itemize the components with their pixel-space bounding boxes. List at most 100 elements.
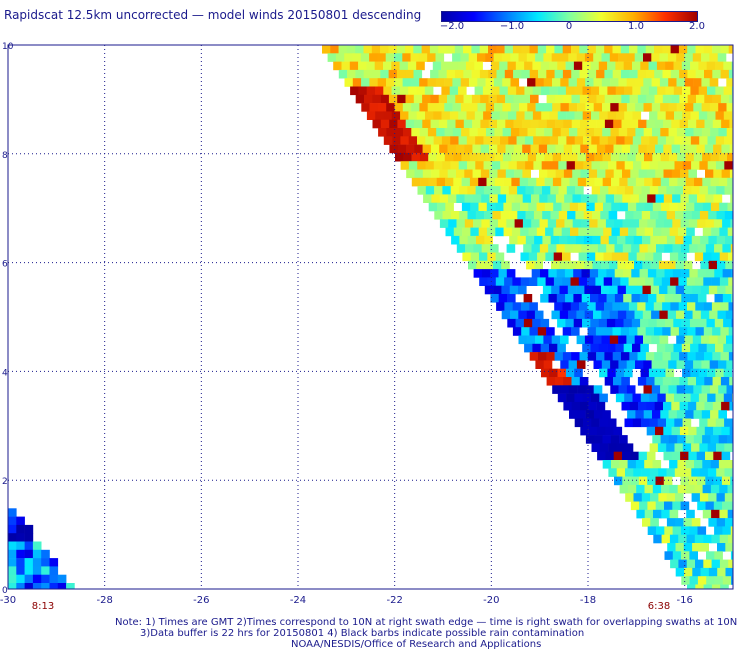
swath-cell xyxy=(647,501,656,511)
swath-cell xyxy=(724,186,734,195)
swath-cell xyxy=(688,451,697,461)
swath-cell xyxy=(641,186,651,195)
swath-cell xyxy=(691,518,701,527)
swath-cell xyxy=(528,227,538,237)
swath-cell xyxy=(642,518,651,527)
swath-cell xyxy=(608,161,617,170)
swath-cell xyxy=(671,451,681,461)
swath-cell xyxy=(463,69,472,79)
swath-cell xyxy=(699,443,708,452)
swath-cell xyxy=(543,360,553,369)
swath-cell xyxy=(564,219,573,228)
swath-cell xyxy=(683,235,693,245)
swath-cell xyxy=(358,86,367,96)
swath-cell xyxy=(413,69,423,79)
swath-cell xyxy=(714,576,724,585)
swath-cell xyxy=(496,302,505,311)
swath-cell xyxy=(613,426,623,436)
swath-cell xyxy=(424,86,434,96)
swath-cell xyxy=(725,543,734,552)
swath-cell xyxy=(718,410,727,419)
swath-cell xyxy=(565,368,575,378)
swath-cell xyxy=(612,277,621,286)
swath-cell xyxy=(687,119,697,129)
swath-cell xyxy=(582,343,591,353)
swath-cell xyxy=(619,227,629,237)
swath-cell xyxy=(689,576,699,585)
swath-cell xyxy=(543,53,552,62)
swath-cell xyxy=(563,377,572,386)
swath-cell xyxy=(499,61,508,71)
swath-cell xyxy=(598,294,607,303)
swath-cell xyxy=(647,269,657,278)
swath-cell xyxy=(627,152,636,162)
swath-cell xyxy=(448,219,457,228)
swath-cell xyxy=(605,169,614,179)
swath-cell xyxy=(618,335,627,345)
swath-cell xyxy=(419,152,429,162)
swath-cell xyxy=(411,177,421,187)
swath-cell xyxy=(551,285,560,295)
swath-cell xyxy=(592,211,601,220)
swath-cell xyxy=(436,103,445,112)
swath-cell xyxy=(615,86,625,96)
swath-cell xyxy=(562,45,572,54)
swath-cell xyxy=(701,128,711,137)
swath-cell xyxy=(519,128,528,137)
swath-cell xyxy=(677,152,686,162)
swath-cell xyxy=(338,69,348,79)
swath-cell xyxy=(685,410,694,419)
swath-cell xyxy=(541,111,550,120)
swath-cell xyxy=(519,103,528,112)
swath-cell xyxy=(567,260,577,270)
swath-cell xyxy=(630,144,639,154)
swath-cell xyxy=(596,352,605,361)
swath-cell xyxy=(555,119,564,129)
swath-cell xyxy=(681,294,690,303)
swath-cell xyxy=(599,393,608,403)
swath-cell xyxy=(599,136,609,145)
swath-cell xyxy=(729,377,734,386)
swath-cell xyxy=(625,493,634,502)
swath-cell xyxy=(591,111,600,120)
swath-cell xyxy=(535,78,544,87)
swath-cell xyxy=(612,302,621,311)
swath-cell xyxy=(692,335,702,345)
swath-cell xyxy=(388,94,398,104)
swath-cell xyxy=(692,310,702,320)
swath-cell xyxy=(645,327,655,336)
swath-cell xyxy=(712,352,721,361)
swath-cell xyxy=(330,45,339,54)
swath-cell xyxy=(656,269,665,278)
swath-cell xyxy=(646,119,655,129)
swath-cell xyxy=(660,410,669,419)
swath-cell xyxy=(603,252,613,262)
swath-cell xyxy=(630,476,640,486)
swath-cell xyxy=(593,53,602,62)
swath-cell xyxy=(515,61,525,71)
swath-cell xyxy=(532,111,542,120)
swath-cell xyxy=(565,318,574,328)
swath-cell xyxy=(603,202,612,212)
swath-cell xyxy=(638,476,648,486)
swath-cell xyxy=(664,269,674,278)
swath-cell xyxy=(633,186,642,195)
swath-cell xyxy=(527,128,537,137)
swath-cell xyxy=(410,53,420,62)
swath-cell xyxy=(611,202,620,212)
swath-cell xyxy=(542,186,551,195)
swath-cell xyxy=(400,161,410,170)
swath-cell xyxy=(560,53,569,62)
swath-cell xyxy=(447,119,456,129)
swath-cell xyxy=(564,244,574,253)
swath-cell xyxy=(512,45,522,54)
swath-cell xyxy=(725,285,734,295)
swath-cell xyxy=(711,252,720,262)
swath-cell xyxy=(543,335,552,345)
swath-cell xyxy=(666,418,675,428)
swath-cell xyxy=(676,53,685,62)
swath-cell xyxy=(625,211,634,220)
swath-cell xyxy=(436,152,446,162)
swath-cell xyxy=(507,86,517,96)
swath-cell xyxy=(686,202,695,212)
